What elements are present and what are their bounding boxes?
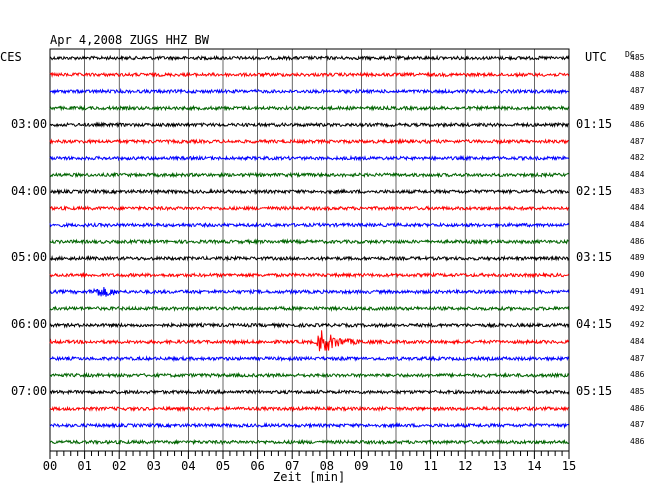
utc-time-label: 01:15 [576,116,613,131]
trace-8-green [49,171,569,179]
trace-20-green [49,371,570,379]
x-tick-label-15: 15 [562,459,576,473]
dc-value-label: 486 [630,236,645,246]
dc-value-label: 489 [630,103,645,113]
trace-11-blue [49,221,570,229]
dc-value-label: 486 [630,437,645,447]
trace-7-blue [49,154,570,162]
dc-value-label: 492 [630,303,645,313]
trace-16-green [49,305,570,312]
trace-21-black [49,388,570,396]
trace-9-black [50,188,569,196]
trace-5-black [49,121,569,129]
dc-value-label: 484 [630,169,645,179]
right-timezone-label: UTC [585,50,607,64]
trace-18-red [49,330,570,352]
x-tick-label-08: 08 [320,459,334,473]
x-tick-label-05: 05 [216,459,230,473]
x-tick-label-06: 06 [250,459,264,473]
utc-time-label: 02:15 [576,183,613,198]
dc-value-label: 486 [630,119,645,129]
x-tick-label-14: 14 [527,459,541,473]
trace-13-black [50,254,570,262]
dc-value-label: 488 [630,69,645,79]
utc-time-label: 04:15 [576,317,613,332]
trace-1-black [49,54,570,62]
dc-value-label: 489 [630,253,645,263]
dc-value-label: 485 [630,53,645,62]
trace-17-black [49,321,570,329]
x-tick-label-11: 11 [423,459,437,473]
dc-value-label: 484 [630,203,645,213]
dc-value-label: 486 [630,370,645,380]
dc-value-label: 485 [630,387,645,396]
x-tick-label-04: 04 [181,459,195,473]
x-tick-label-09: 09 [354,459,368,473]
trace-15-blue [49,286,570,297]
trace-23-blue [49,421,570,429]
local-time-label: 03:00 [11,116,48,131]
dc-value-label: 492 [630,320,645,330]
dc-value-label: 491 [630,286,645,296]
local-time-label: 04:00 [11,183,48,198]
dc-value-label: 487 [630,86,645,96]
trace-6-red [49,138,569,146]
trace-2-red [49,71,570,79]
left-timezone-label: CES [0,50,22,64]
trace-10-red [49,205,570,212]
dc-value-label: 483 [630,186,645,196]
dc-value-label: 487 [630,136,645,146]
utc-time-label: 05:15 [576,384,613,398]
dc-value-label: 482 [630,153,645,163]
local-time-label: 06:00 [11,317,48,332]
trace-22-red [49,405,569,413]
utc-time-label: 03:15 [576,250,613,265]
local-time-label: 05:00 [11,250,48,265]
trace-3-blue [49,87,569,95]
dc-value-label: 487 [630,353,645,363]
dc-value-label: 490 [630,270,645,280]
trace-19-blue [49,355,570,363]
local-time-label: 07:00 [11,384,48,398]
plot-frame [49,48,570,452]
x-tick-label-03: 03 [147,459,161,473]
dc-value-label: 486 [630,403,645,413]
trace-24-green [49,438,569,446]
x-axis-label: Zeit [min] [273,470,346,484]
dc-value-label: 484 [630,220,645,229]
trace-12-green [49,238,569,246]
x-tick-label-07: 07 [285,459,299,473]
dc-value-label: 484 [630,336,645,346]
x-tick-label-01: 01 [77,459,91,473]
x-tick-label-13: 13 [493,459,507,473]
trace-4-green [49,104,570,112]
x-tick-label-00: 00 [43,459,57,473]
chart-title: Apr 4,2008 ZUGS HHZ BW [50,33,209,47]
x-tick-label-12: 12 [458,459,472,473]
x-tick-label-02: 02 [112,459,126,473]
x-tick-label-10: 10 [389,459,403,473]
trace-14-red [49,271,570,279]
dc-value-label: 487 [630,420,645,430]
dc-header-label: DC [625,50,635,59]
